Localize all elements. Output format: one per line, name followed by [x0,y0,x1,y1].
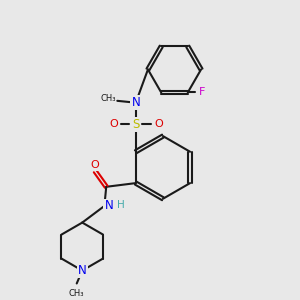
Text: F: F [199,88,206,98]
Text: N: N [78,264,87,277]
Text: CH₃: CH₃ [100,94,116,103]
Text: O: O [90,160,99,170]
Text: O: O [154,119,163,129]
Text: CH₃: CH₃ [69,289,85,298]
Text: H: H [117,200,125,210]
Text: N: N [104,200,113,212]
Text: O: O [109,119,118,129]
Text: S: S [132,118,140,130]
Text: N: N [131,96,140,109]
